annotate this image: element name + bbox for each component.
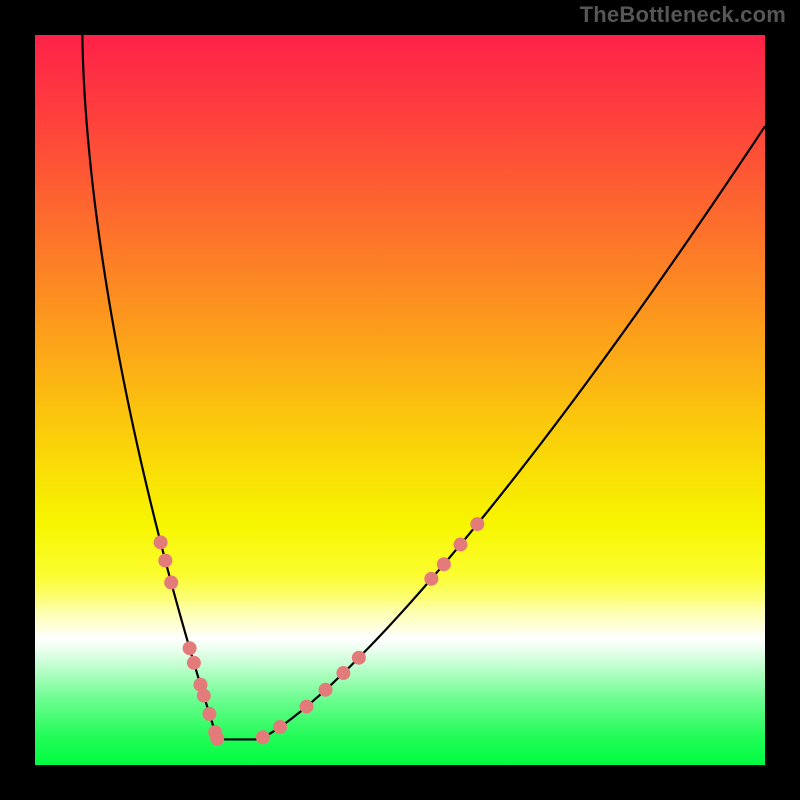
curve-marker — [352, 651, 366, 665]
curve-marker — [164, 576, 178, 590]
curve-marker — [453, 538, 467, 552]
curve-marker — [197, 689, 211, 703]
curve-marker — [319, 683, 333, 697]
plot-background — [35, 35, 765, 765]
curve-marker — [256, 730, 270, 744]
chart-svg — [0, 0, 800, 800]
curve-marker — [158, 554, 172, 568]
curve-marker — [202, 707, 216, 721]
curve-marker — [437, 557, 451, 571]
curve-marker — [470, 517, 484, 531]
frame: { "attribution": { "text": "TheBottlenec… — [0, 0, 800, 800]
curve-marker — [187, 656, 201, 670]
curve-marker — [210, 732, 224, 746]
curve-marker — [183, 641, 197, 655]
curve-marker — [299, 700, 313, 714]
curve-marker — [273, 720, 287, 734]
curve-marker — [424, 572, 438, 586]
curve-marker — [336, 666, 350, 680]
curve-marker — [154, 535, 168, 549]
